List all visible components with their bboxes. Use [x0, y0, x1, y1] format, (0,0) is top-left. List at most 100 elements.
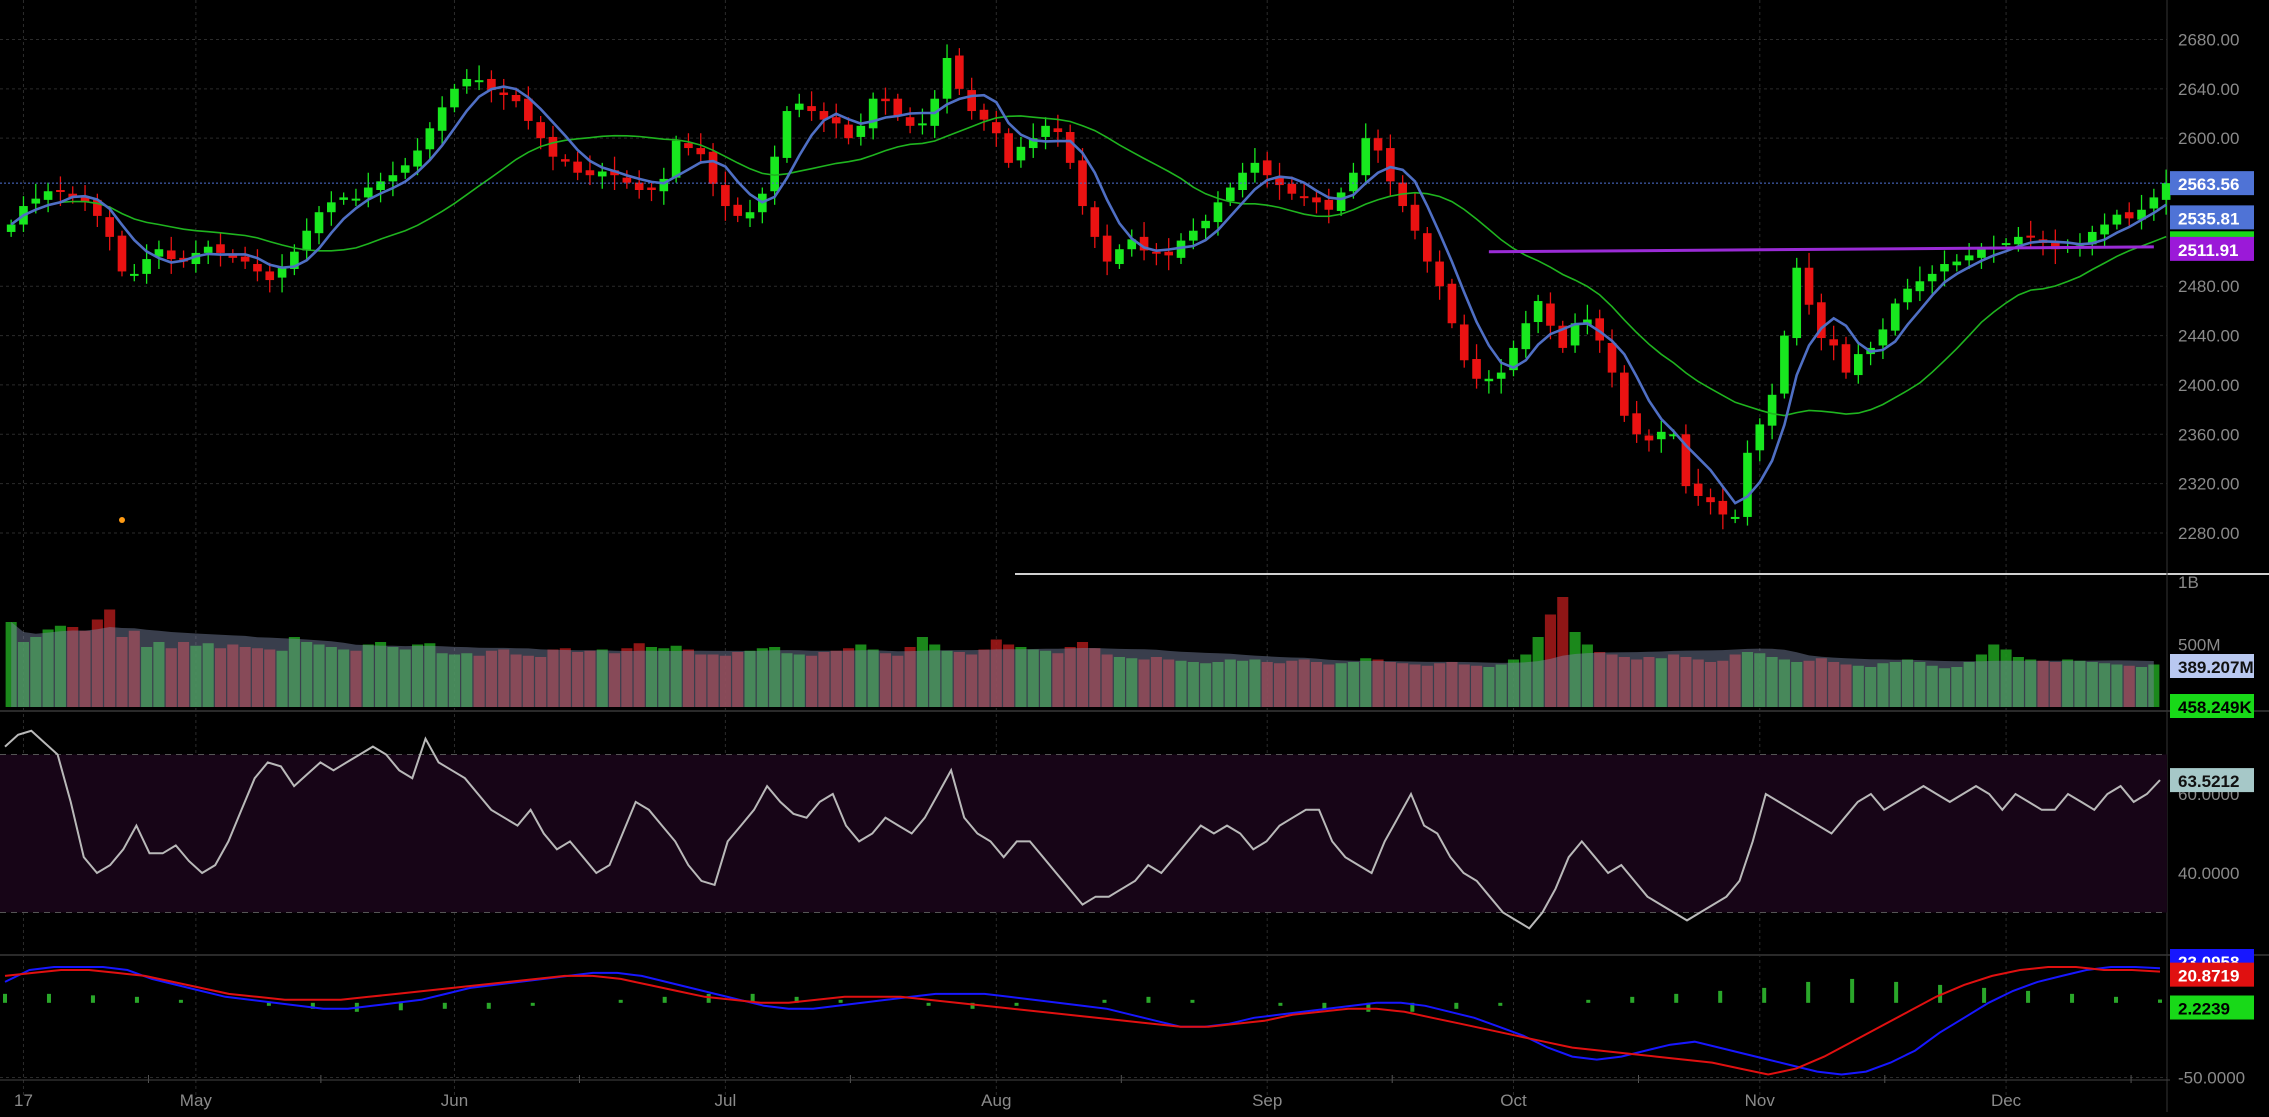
macd-histogram-bar — [750, 993, 755, 1003]
candle-body — [1065, 132, 1075, 163]
macd-histogram-bar — [310, 1002, 315, 1009]
macd-histogram-bar — [1190, 999, 1195, 1003]
candle-body — [327, 202, 336, 213]
volume-bar — [1261, 662, 1273, 707]
candle-body — [1693, 483, 1703, 496]
volume-bar — [1372, 659, 1384, 707]
volume-bar — [1643, 657, 1655, 707]
volume-bar — [953, 652, 965, 707]
volume-bar — [141, 647, 153, 707]
volume-bar — [1668, 654, 1680, 707]
volume-bar — [116, 637, 128, 707]
candle-body — [450, 88, 459, 108]
candle-body — [511, 95, 521, 102]
macd-histogram-bar — [1982, 987, 1987, 1003]
candle-body — [2026, 235, 2036, 238]
volume-bar — [916, 637, 928, 707]
macd-histogram-bar — [1850, 978, 1855, 1003]
candle-body — [1607, 342, 1617, 373]
volume-bar — [1532, 637, 1544, 707]
volume-bar — [1003, 644, 1015, 707]
candle-body — [129, 273, 139, 276]
volume-bar — [2086, 662, 2098, 707]
candle-body — [1878, 329, 1888, 346]
candle-body — [1004, 133, 1013, 163]
candle-body — [228, 254, 238, 258]
volume-value-bg — [2170, 694, 2254, 718]
volume-bar — [1138, 659, 1150, 707]
flat-ma-label: 2511.91 — [2178, 241, 2239, 260]
volume-bar — [1902, 659, 1914, 707]
candle-body — [1570, 323, 1580, 346]
volume-bar — [54, 625, 66, 707]
candle-body — [314, 212, 324, 234]
macd-histogram-bar — [970, 1002, 975, 1009]
volume-bar — [1803, 660, 1815, 707]
candle-body — [1681, 434, 1691, 487]
flat-ma-label-bg — [2170, 236, 2254, 261]
candle-body — [560, 159, 570, 162]
volume-value: 458.249K — [2178, 698, 2252, 717]
candle-body — [2149, 197, 2159, 209]
volume-bar — [1471, 665, 1483, 707]
volume-bar — [301, 642, 313, 707]
volume-bar — [325, 647, 337, 707]
candle-body — [1275, 176, 1284, 186]
candle-body — [1422, 233, 1432, 262]
rsi-value-label: 63.5212 — [2178, 772, 2239, 791]
volume-ma-value-bg — [2170, 654, 2254, 678]
candle-body — [573, 161, 582, 173]
volume-bar — [1729, 654, 1741, 707]
macd-histogram-bar — [662, 996, 667, 1003]
candle-body — [819, 111, 829, 120]
candle-body — [1829, 339, 1838, 346]
macd-tick-label: -50.0000 — [2178, 1069, 2245, 1088]
candle-body — [1767, 394, 1777, 426]
macd-histogram-bar — [134, 996, 139, 1003]
volume-bar — [1717, 660, 1729, 707]
price-tick-label: 2280.00 — [2178, 524, 2239, 543]
candle-body — [1656, 431, 1666, 440]
macd-histogram-bar — [3, 993, 7, 1003]
candle-body — [425, 128, 435, 150]
volume-bar — [892, 655, 904, 707]
candle-body — [1890, 303, 1900, 331]
candle-body — [708, 151, 718, 184]
volume-bar — [399, 649, 411, 707]
candle-body — [1669, 434, 1678, 437]
macd-histogram-bar — [2114, 996, 2119, 1003]
volume-bar — [1975, 654, 1987, 707]
volume-bar — [535, 657, 547, 707]
candle-body — [647, 187, 656, 190]
candle-body — [942, 57, 952, 99]
candle-body — [363, 187, 373, 198]
volume-bar — [1434, 663, 1446, 707]
candle-body — [1780, 335, 1789, 394]
candle-body — [1952, 261, 1962, 266]
volume-bar — [1877, 663, 1889, 707]
candle-body — [191, 252, 201, 265]
volume-bar — [719, 655, 731, 707]
last-price-label: 2563.56 — [2178, 175, 2239, 194]
candle-body — [1730, 516, 1740, 519]
candle-body — [499, 92, 509, 95]
fast-ma-line — [10, 85, 2167, 505]
candle-body — [745, 212, 755, 219]
volume-bar — [1631, 659, 1643, 707]
slow-ma-line — [10, 115, 2167, 417]
candle-body — [1940, 264, 1949, 272]
volume-bar — [30, 637, 42, 707]
volume-bar — [190, 645, 202, 707]
volume-bar — [1200, 663, 1212, 707]
volume-ma-value: 389.207M — [2178, 658, 2254, 677]
histogram-value-label: 2.2239 — [2178, 1000, 2230, 1019]
volume-bar — [547, 649, 559, 707]
volume-bar — [732, 652, 744, 707]
candle-body — [1090, 207, 1100, 237]
time-label: Sep — [1252, 1091, 1282, 1110]
macd-histogram-bar — [1586, 999, 1591, 1003]
candle-body — [1312, 197, 1321, 203]
candle-body — [1213, 202, 1223, 223]
volume-bar — [79, 630, 91, 707]
